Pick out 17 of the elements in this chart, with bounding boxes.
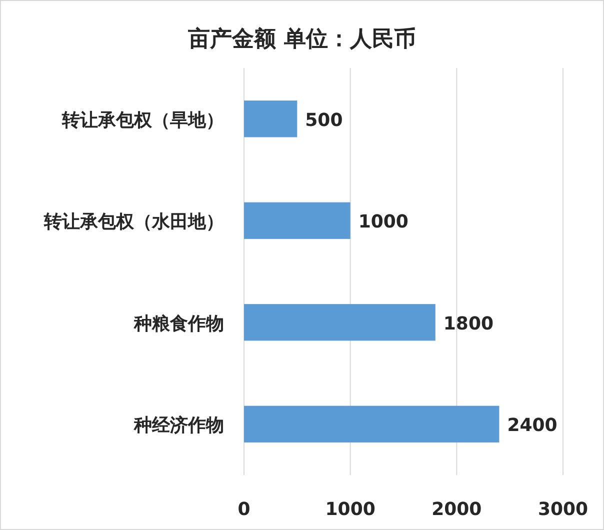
bar — [244, 100, 298, 138]
y-tick-label: 转让承包权（旱地） — [61, 110, 224, 131]
bar — [244, 406, 500, 442]
x-tick-label: 2000 — [432, 499, 482, 520]
data-label: 500 — [305, 110, 343, 131]
y-tick-label: 种经济作物 — [133, 415, 224, 436]
bar — [244, 304, 436, 341]
x-tick-label: 3000 — [538, 499, 588, 520]
x-tick-label: 1000 — [325, 499, 376, 520]
chart-title: 亩产金额 单位：人民币 — [187, 26, 416, 52]
bar — [244, 202, 350, 239]
x-tick-label: 0 — [238, 499, 250, 520]
data-label: 1800 — [443, 313, 494, 334]
y-tick-label: 种粮食作物 — [133, 313, 224, 334]
data-label: 1000 — [358, 212, 408, 233]
y-tick-label: 转让承包权（水田地） — [43, 212, 224, 233]
data-label: 2400 — [507, 415, 558, 436]
